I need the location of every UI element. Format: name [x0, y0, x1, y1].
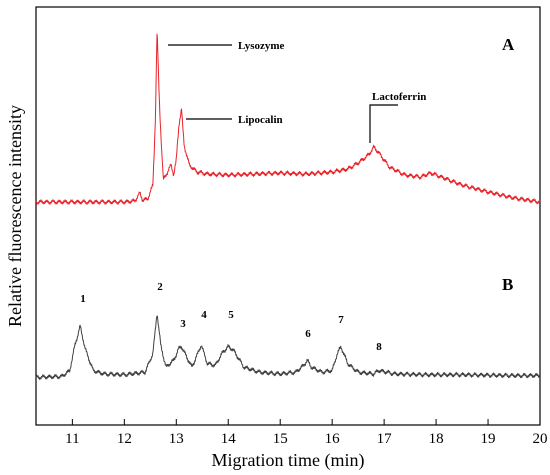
x-axis-ticks: 11 12 13 14 15 16 17 18 19 20 [65, 419, 548, 447]
peak-label-5: 5 [228, 309, 234, 321]
x-tick-label: 15 [273, 431, 288, 447]
x-tick-label: 19 [481, 431, 496, 447]
lactoferrin-leader-line [369, 104, 398, 143]
x-tick-label: 13 [169, 431, 184, 447]
x-tick-label: 17 [377, 431, 393, 447]
x-tick-label: 18 [429, 431, 444, 447]
annotation-lactoferrin: Lactoferrin [372, 91, 426, 103]
peak-label-3: 3 [180, 318, 186, 330]
y-axis-title: Relative fluorescence intensity [5, 105, 25, 327]
trace-a-line [35, 33, 541, 205]
x-tick-label: 12 [117, 431, 132, 447]
trace-b-line [35, 315, 541, 380]
x-axis-title: Migration time (min) [212, 450, 365, 471]
panel-label-a: A [502, 35, 515, 54]
peak-label-7: 7 [338, 314, 344, 326]
x-tick-label: 20 [533, 431, 548, 447]
annotation-lysozyme: Lysozyme [238, 40, 285, 52]
peak-label-2: 2 [157, 281, 163, 293]
peak-label-6: 6 [305, 328, 311, 340]
peak-label-1: 1 [80, 293, 86, 305]
x-tick-label: 16 [325, 431, 341, 447]
panel-label-b: B [502, 275, 513, 294]
annotation-lipocalin: Lipocalin [238, 114, 283, 126]
x-tick-label: 14 [221, 431, 237, 447]
peak-label-4: 4 [201, 309, 207, 321]
peak-label-8: 8 [376, 341, 382, 353]
plot-frame [35, 6, 541, 426]
x-tick-label: 11 [65, 431, 79, 447]
